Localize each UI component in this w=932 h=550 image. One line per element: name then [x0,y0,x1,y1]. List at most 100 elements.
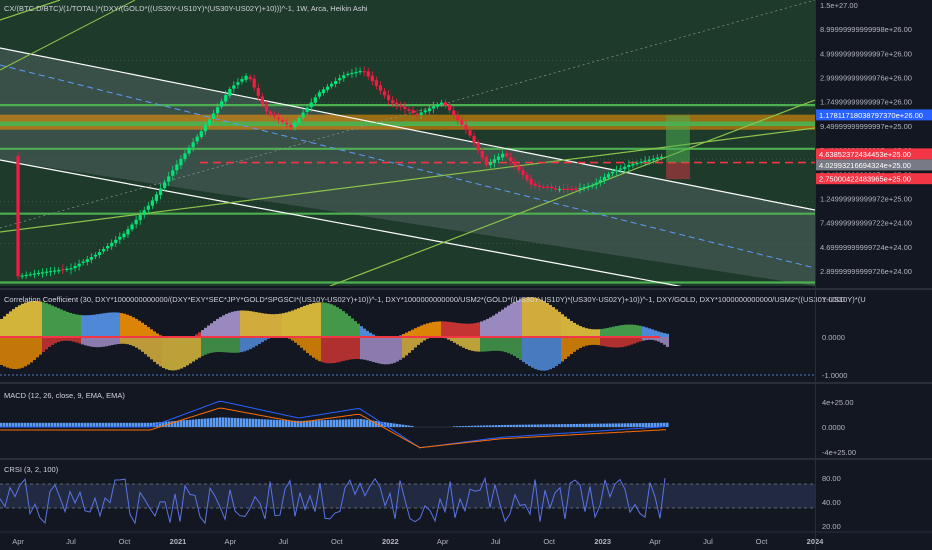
macd-histogram-bar [513,424,516,427]
channel-upper-line[interactable] [0,47,815,211]
correlation-bar-lower [42,337,45,352]
correlation-bar-upper [549,304,552,337]
macd-histogram-bar [201,418,204,427]
macd-histogram-bar [474,425,477,427]
macd-histogram-bar [540,424,543,427]
correlation-bar-lower [237,337,240,353]
candle-body [110,242,114,247]
trend-line-left[interactable] [0,0,136,71]
macd-histogram-bar [639,423,642,427]
candle-body [325,86,330,90]
channel-lower-line[interactable] [0,159,700,290]
macd-histogram-bar [12,422,15,427]
macd-pane-title: MACD (12, 26, close, 9, EMA, EMA) [4,391,125,400]
candle-body [114,239,118,244]
macd-histogram-bar [39,422,42,427]
candle-body [81,261,85,263]
correlation-bar-lower [576,337,579,350]
macd-histogram-bar [381,421,384,427]
macd-histogram-bar [60,422,63,427]
correlation-bar-lower [555,337,558,367]
correlation-bar-upper [639,325,642,337]
candle-body [69,268,73,270]
macd-histogram-bar [345,419,348,427]
macd-histogram-bar [642,423,645,427]
correlation-bar-lower [612,337,615,348]
correlation-bar-upper [15,307,18,337]
correlation-bar-upper [249,311,252,337]
candle-body [236,82,240,85]
correlation-bar-lower [369,337,372,362]
correlation-bar-lower [321,337,324,363]
correlation-bar-lower [537,337,540,371]
correlation-bar-upper [9,311,12,337]
candle-body [411,110,415,113]
correlation-bar-upper [6,313,9,337]
trend-line-dotted[interactable] [0,0,815,229]
price-tag-label: 4.02993216694324e+25.00 [819,161,911,170]
position-overlay[interactable] [666,115,690,180]
correlation-bar-lower [327,337,330,364]
macd-histogram-bar [501,424,504,427]
correlation-bar-upper [117,312,120,337]
candle-body [183,153,187,160]
candle-body [598,179,602,183]
macd-histogram-bar [657,422,660,427]
correlation-bar-lower [66,337,69,341]
candle-body [49,271,53,273]
time-axis-label: Jul [279,537,289,546]
candle-body [525,174,529,180]
correlation-bar-lower [339,337,342,362]
candle-body [281,120,285,122]
long-position-target-zone[interactable] [666,115,690,163]
correlation-bar-upper [243,310,246,337]
correlation-bar-upper [372,334,375,337]
correlation-bar-lower [387,337,390,365]
macd-histogram-bar [276,419,279,427]
correlation-bar-lower [300,337,303,348]
macd-histogram-bar [387,422,390,427]
correlation-bar-upper [18,305,21,337]
correlation-bar-lower [498,337,501,351]
correlation-bar-lower [108,337,111,346]
correlation-bar-upper [270,314,273,337]
correlation-bar-upper [258,312,261,337]
long-position-stop-zone[interactable] [666,162,690,180]
heikin-ashi-candles[interactable] [16,66,664,280]
trend-line-lower[interactable] [329,99,815,286]
correlation-bar-upper [627,324,630,337]
correlation-bar-upper [63,310,66,337]
correlation-bar-lower [561,337,564,362]
correlation-bar-lower [357,337,360,360]
correlation-bar-lower [627,337,630,346]
correlation-bar-upper [33,301,36,337]
crsi-axis-label: 20.00 [822,522,841,531]
macd-histogram-bar [582,423,585,427]
correlation-bar-lower [105,337,108,347]
correlation-bar-upper [0,319,3,337]
macd-histogram-bar [357,418,360,427]
time-axis[interactable]: Apr Jul Oct 2021 Apr Jul Oct 2022 Apr Jul Oct 2023 A… [12,537,824,546]
correlation-bar-lower [315,337,318,360]
crsi-axis-label: 80.00 [822,474,841,483]
correlation-bar-upper [609,327,612,337]
macd-histogram-bar [621,423,624,427]
correlation-bar-lower [462,337,465,348]
candle-body [146,205,150,210]
price-axis[interactable]: 1.5e+27.00 8.99999999999998e+26.00 4.99999… [820,1,912,276]
correlation-bar-lower [471,337,474,351]
macd-axis-label: -4e+25.00 [822,448,856,457]
correlation-bar-upper [621,325,624,337]
candle-body [415,113,419,115]
macd-histogram-bar [354,419,357,427]
correlation-bar-lower [597,337,600,346]
macd-histogram-bar [327,419,330,427]
macd-line [0,400,667,449]
correlation-bar-upper [276,314,279,337]
correlation-bar-upper [54,306,57,337]
candle-body [366,71,370,77]
correlation-bar-upper [294,309,297,337]
trend-line-short[interactable] [0,0,61,21]
correlation-bar-upper [102,313,105,337]
